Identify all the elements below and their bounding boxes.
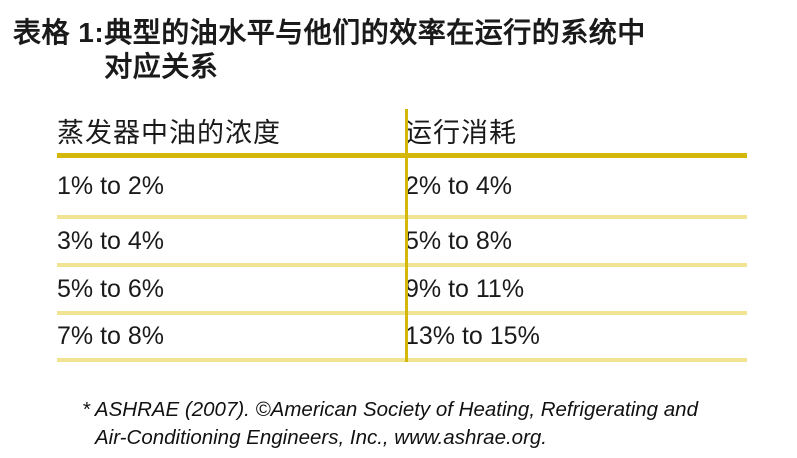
column-header-operating-penalty: 运行消耗 <box>405 108 747 158</box>
cell-penalty-range: 5% to 8% <box>405 217 747 267</box>
table-row: 3% to 4% 5% to 8% <box>57 217 747 267</box>
cell-penalty-range: 9% to 11% <box>405 265 747 315</box>
cell-oil-range: 3% to 4% <box>57 217 405 267</box>
table-caption-line2: 对应关系 <box>104 51 219 82</box>
table-caption-text: 典型的油水平与他们的效率在运行的系统中 对应关系 <box>104 16 777 84</box>
table-row: 1% to 2% 2% to 4% <box>57 155 747 219</box>
source-footnote-line1: * ASHRAE (2007). ©American Society of He… <box>82 398 698 421</box>
cell-oil-range: 5% to 6% <box>57 265 405 315</box>
cell-oil-range: 1% to 2% <box>57 155 405 219</box>
column-divider-rule <box>405 109 408 362</box>
column-header-oil-concentration: 蒸发器中油的浓度 <box>57 108 405 158</box>
table-caption: 表格 1: 典型的油水平与他们的效率在运行的系统中 对应关系 <box>0 0 797 84</box>
oil-efficiency-table: 蒸发器中油的浓度 运行消耗 1% to 2% 2% to 4% 3% to 4%… <box>57 108 747 362</box>
source-footnote: * ASHRAE (2007). ©American Society of He… <box>82 396 757 452</box>
table-caption-line1: 典型的油水平与他们的效率在运行的系统中 <box>104 17 646 48</box>
table-header-row: 蒸发器中油的浓度 运行消耗 <box>57 108 747 158</box>
cell-oil-range: 7% to 8% <box>57 313 405 362</box>
table-row: 7% to 8% 13% to 15% <box>57 313 747 362</box>
cell-penalty-range: 2% to 4% <box>405 155 747 219</box>
table-row: 5% to 6% 9% to 11% <box>57 265 747 315</box>
table-caption-number: 表格 1: <box>13 17 105 48</box>
source-footnote-line2: Air-Conditioning Engineers, Inc., www.as… <box>95 426 547 449</box>
cell-penalty-range: 13% to 15% <box>405 313 747 362</box>
